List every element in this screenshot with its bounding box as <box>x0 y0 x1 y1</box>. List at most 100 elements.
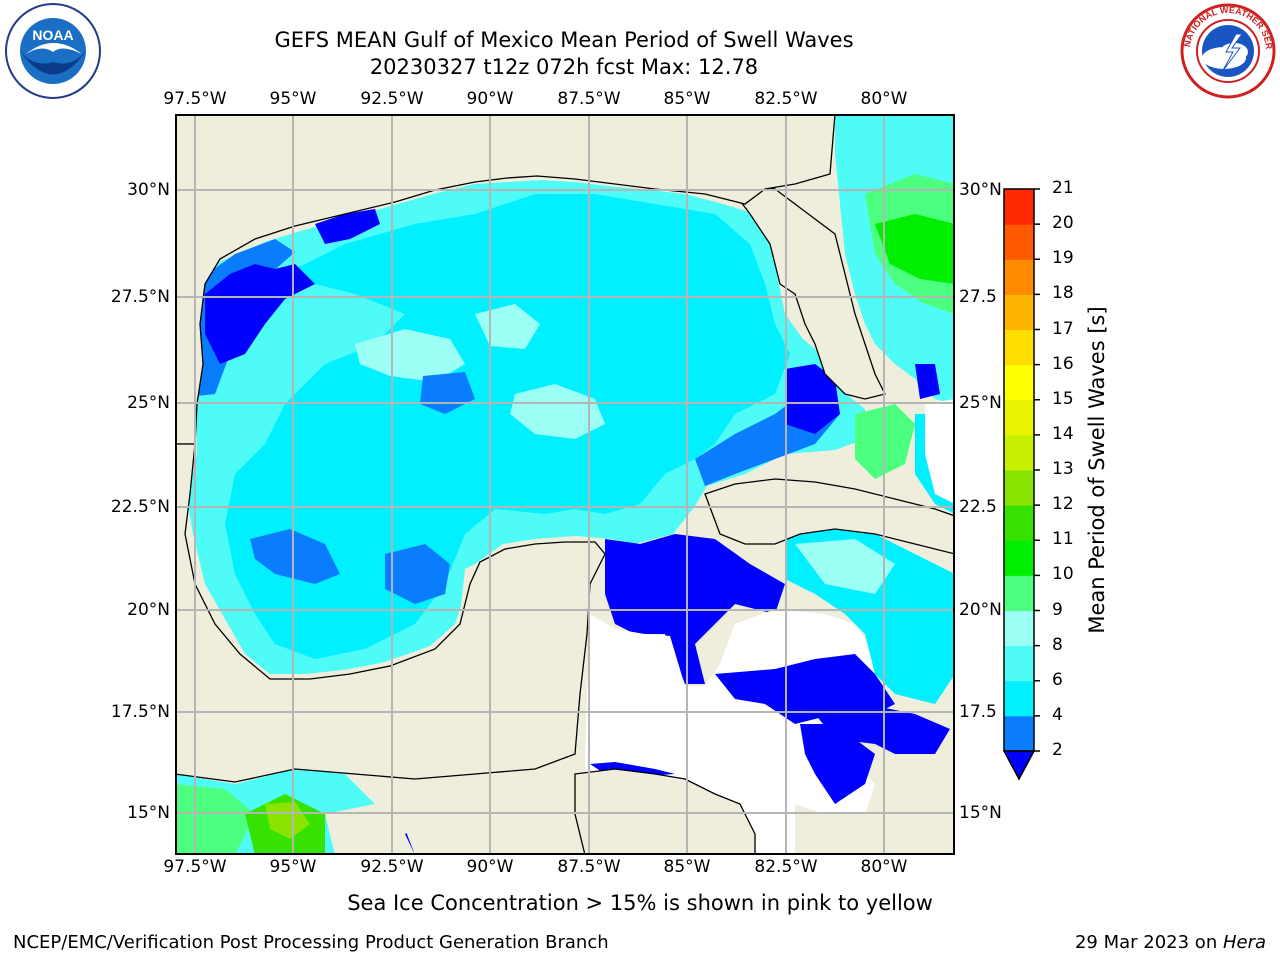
swell-2-4s-zone <box>915 364 940 399</box>
sea-ice-caption: Sea Ice Concentration > 15% is shown in … <box>347 891 933 915</box>
swell-2-4s-zone <box>815 704 950 754</box>
colorbar-segment <box>1004 715 1034 752</box>
lat-label-right: 20°N <box>959 600 1002 620</box>
lat-label-left: 22.5°N <box>110 497 170 517</box>
swell-8-9s-patch <box>475 304 540 349</box>
map-gridlines <box>175 114 955 855</box>
colorbar-tick-label: 2 <box>1052 740 1063 760</box>
colorbar-tick-label: 21 <box>1052 178 1074 198</box>
footer-date-text: 29 Mar 2023 on <box>1074 932 1223 953</box>
colorbar-tick-label: 13 <box>1052 459 1074 479</box>
swell-8-9s-patch <box>795 539 895 594</box>
swell-2-4s-zone <box>315 209 380 244</box>
lat-label-right: 27.5 <box>959 287 997 307</box>
lat-label-left: 15°N <box>127 803 170 823</box>
swell-2-4s-zone <box>205 264 315 364</box>
colorbar-segment <box>1004 680 1034 717</box>
colorbar-segment <box>1004 470 1034 506</box>
mexico-land <box>175 443 606 783</box>
colorbar-segment <box>1004 645 1034 682</box>
swell-2-4s-zone <box>785 364 840 434</box>
atlantic-swell-10-11s-zone <box>875 214 955 284</box>
bahamas-no-data-area <box>925 399 955 504</box>
colorbar-segment <box>1004 329 1034 366</box>
colorbar-tick-label: 10 <box>1052 564 1074 585</box>
lon-label-top: 82.5°W <box>754 89 818 109</box>
colorbar-segment <box>1004 610 1034 647</box>
colorbar-segment <box>1004 294 1034 330</box>
lat-label-right: 22.5 <box>959 497 997 517</box>
lat-label-right: 15°N <box>959 803 1002 823</box>
florida-land <box>734 181 886 400</box>
map-frame <box>175 114 955 855</box>
lon-label-top: 87.5°W <box>557 89 621 109</box>
colorbar-tick-label: 16 <box>1052 353 1074 374</box>
colorbar-segment <box>1004 505 1034 541</box>
lon-label-bottom: 80°W <box>860 857 908 877</box>
colorbar-tick-label: 6 <box>1052 669 1063 690</box>
lat-label-left: 17.5°N <box>110 702 170 722</box>
gulf-of-mexico-swell-period-map <box>175 114 955 855</box>
lon-label-bottom: 95°W <box>269 857 317 877</box>
colorbar-segment <box>1004 259 1034 295</box>
footer-date: 29 Mar 2023 on Hera <box>1075 932 1266 953</box>
lat-label-right: 25°N <box>959 393 1002 413</box>
colorbar-tick-label: 8 <box>1052 634 1063 655</box>
colorbar-tick-label: 4 <box>1052 704 1063 725</box>
noaa-logo-icon: NOAA <box>5 3 101 99</box>
colorbar-segment <box>1004 224 1034 260</box>
lat-label-left: 20°N <box>127 600 170 620</box>
lon-label-bottom: 85°W <box>663 857 711 877</box>
map-title: GEFS MEAN Gulf of Mexico Mean Period of … <box>274 28 854 52</box>
pacific-swell-12-13s-zone <box>265 802 310 839</box>
lon-label-top: 85°W <box>663 89 711 109</box>
noaa-logo-center-text: NOAA <box>32 27 73 43</box>
footer-host: Hera <box>1222 932 1266 953</box>
colorbar-label: Mean Period of Swell Waves [s] <box>1085 306 1109 634</box>
swell-8-9s-patch <box>510 384 605 439</box>
lon-label-bottom: 82.5°W <box>754 857 818 877</box>
colorbar-tick-label: 20 <box>1052 213 1074 234</box>
lon-label-bottom: 97.5°W <box>163 857 227 877</box>
swell-2-4s-zone <box>715 654 895 724</box>
colorbar-tick-label: 17 <box>1052 318 1074 339</box>
swell-2-4s-zone <box>800 724 875 804</box>
swell-6-8s-zone <box>225 194 790 659</box>
colorbar-tick-label: 12 <box>1052 494 1074 515</box>
swell-8-9s-patch <box>355 329 465 382</box>
colorbar-segment <box>1004 434 1034 471</box>
lat-label-left: 27.5°N <box>110 287 170 307</box>
lon-label-top: 97.5°W <box>163 89 227 109</box>
cuba-land <box>704 478 955 555</box>
lon-label-top: 90°W <box>466 89 514 109</box>
colorbar-tick-label: 18 <box>1052 283 1074 304</box>
swell-4-6s-zone <box>250 529 340 584</box>
lon-label-top: 92.5°W <box>360 89 424 109</box>
lat-label-left: 25°N <box>127 393 170 413</box>
lat-label-right: 30°N <box>959 180 1002 200</box>
colorbar-segment <box>1004 540 1034 576</box>
lat-label-left: 30°N <box>127 180 170 200</box>
footer-credit: NCEP/EMC/Verification Post Processing Pr… <box>13 932 609 953</box>
map-subtitle: 20230327 t12z 072h fcst Max: 12.78 <box>369 55 759 79</box>
us-gulf-coast-land <box>175 114 836 445</box>
colorbar-segment <box>1004 575 1034 611</box>
national-weather-service-logo-icon: NATIONAL WEATHER SERVICE <box>1178 2 1276 99</box>
colorbar-tick-label: 14 <box>1052 423 1074 444</box>
colorbar-tick-label: 19 <box>1052 248 1074 269</box>
lon-label-top: 95°W <box>269 89 317 109</box>
lon-label-top: 80°W <box>860 89 908 109</box>
colorbar-tick-label: 15 <box>1052 388 1074 409</box>
colorbar-segment <box>1004 364 1034 401</box>
colorbar-tick-label: 9 <box>1052 599 1063 620</box>
lat-label-right: 17.5 <box>959 702 997 722</box>
colorbar-tick-label: 11 <box>1052 529 1074 550</box>
colorbar-segment <box>1004 189 1034 225</box>
colorbar <box>1002 188 1040 781</box>
lon-label-bottom: 87.5°W <box>557 857 621 877</box>
colorbar-min-extend-triangle <box>1002 750 1036 781</box>
lon-label-bottom: 90°W <box>466 857 514 877</box>
lon-label-bottom: 92.5°W <box>360 857 424 877</box>
swell-4-6s-zone <box>385 544 450 604</box>
colorbar-segment <box>1004 399 1034 436</box>
